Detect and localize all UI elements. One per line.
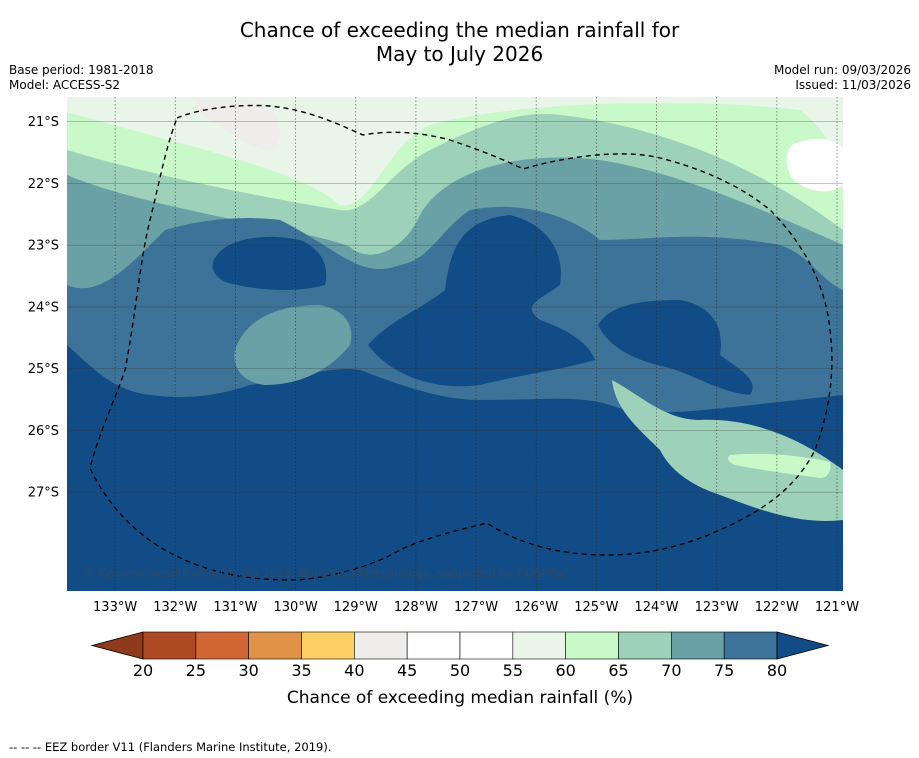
lon-label: 123°W xyxy=(695,600,739,615)
colorbar-bin xyxy=(195,631,249,660)
lon-label: 130°W xyxy=(274,600,318,615)
colorbar-bin xyxy=(671,631,725,660)
graticule xyxy=(67,97,843,591)
southern-dark-blue-zone xyxy=(67,345,843,591)
chart-title-line1: Chance of exceeding the median rainfall … xyxy=(239,18,680,42)
latitude-labels: 21°S 22°S 23°S 24°S 25°S 26°S 27°S xyxy=(28,115,59,501)
colorbar-tick-label: 70 xyxy=(661,661,681,680)
colorbar-tick-label: 50 xyxy=(450,661,470,680)
lat-label: 21°S xyxy=(28,115,59,130)
lon-label: 128°W xyxy=(394,600,438,615)
colorbar xyxy=(90,631,830,660)
meta-right: Model run: 09/03/2026 Issued: 11/03/2026 xyxy=(774,63,911,93)
base-period: Base period: 1981-2018 xyxy=(9,63,154,77)
lat-label: 25°S xyxy=(28,362,59,377)
central-dark-blue-core xyxy=(368,215,595,387)
colorbar-tick-label: 60 xyxy=(555,661,575,680)
southeast-light-patch xyxy=(727,453,831,478)
northwest-dark-blue-core xyxy=(212,236,327,290)
chart-title: Chance of exceeding the median rainfall … xyxy=(0,18,919,66)
colorbar-tick-label: 80 xyxy=(767,661,787,680)
colorbar-bin xyxy=(618,631,672,660)
central-green-patch xyxy=(234,305,352,385)
meta-left: Base period: 1981-2018 Model: ACCESS-S2 xyxy=(9,63,154,93)
colorbar-tick-labels: 20 25 30 35 40 45 50 55 60 65 70 75 80 xyxy=(133,661,787,680)
colorbar-tick-label: 35 xyxy=(291,661,311,680)
north-grey-patch xyxy=(194,98,281,150)
colorbar-under-arrow xyxy=(90,631,144,660)
chart-title-line2: May to July 2026 xyxy=(375,42,544,66)
southeast-green-patch xyxy=(612,380,843,521)
copyright-notice: © Commonwealth of Australia 2026, Bureau… xyxy=(84,566,568,580)
colorbar-tick-label: 75 xyxy=(714,661,734,680)
colorbar-bin xyxy=(723,631,778,660)
lon-label: 122°W xyxy=(755,600,799,615)
colorbar-tick-label: 25 xyxy=(186,661,206,680)
colorbar-bin xyxy=(248,631,302,660)
eez-legend: -- -- -- EEZ border V11 (Flanders Marine… xyxy=(9,740,332,754)
colorbar-over-arrow xyxy=(776,631,830,660)
colorbar-bin xyxy=(301,631,355,660)
lon-label: 132°W xyxy=(153,600,197,615)
colorbar-tick-label: 55 xyxy=(503,661,523,680)
lat-label: 22°S xyxy=(28,177,59,192)
colorbar-bin xyxy=(354,631,408,660)
issued-date: Issued: 11/03/2026 xyxy=(795,78,911,92)
lon-label: 131°W xyxy=(213,600,257,615)
lat-label: 26°S xyxy=(28,424,59,439)
colorbar-bin xyxy=(459,631,514,660)
colorbar-tick-label: 65 xyxy=(608,661,628,680)
eez-border-line xyxy=(89,104,833,581)
colorbar-tick-label: 45 xyxy=(397,661,417,680)
lon-label: 127°W xyxy=(454,600,498,615)
model-run: Model run: 09/03/2026 xyxy=(773,63,911,77)
lat-label: 27°S xyxy=(28,486,59,501)
lon-label: 121°W xyxy=(815,600,859,615)
probability-field xyxy=(67,97,843,591)
lon-label: 126°W xyxy=(514,600,558,615)
lon-label: 124°W xyxy=(634,600,678,615)
colorbar-bin xyxy=(512,631,566,660)
east-dark-blue-core xyxy=(598,300,753,395)
colorbar-tick-label: 20 xyxy=(133,661,153,680)
northeast-white-patch xyxy=(786,138,843,192)
colorbar-bin xyxy=(142,631,197,660)
colorbar-tick-label: 30 xyxy=(238,661,258,680)
lat-label: 24°S xyxy=(28,300,59,315)
lat-label: 23°S xyxy=(28,239,59,254)
longitude-labels: 133°W 132°W 131°W 130°W 129°W 128°W 127°W 126°W… xyxy=(93,600,859,615)
lon-label: 133°W xyxy=(93,600,137,615)
lon-label: 125°W xyxy=(574,600,618,615)
lon-label: 129°W xyxy=(334,600,378,615)
colorbar-bin xyxy=(565,631,619,660)
colorbar-tick-label: 40 xyxy=(344,661,364,680)
colorbar-bin xyxy=(406,631,461,660)
colorbar-label: Chance of exceeding median rainfall (%) xyxy=(287,688,633,708)
model-name: Model: ACCESS-S2 xyxy=(9,78,121,92)
